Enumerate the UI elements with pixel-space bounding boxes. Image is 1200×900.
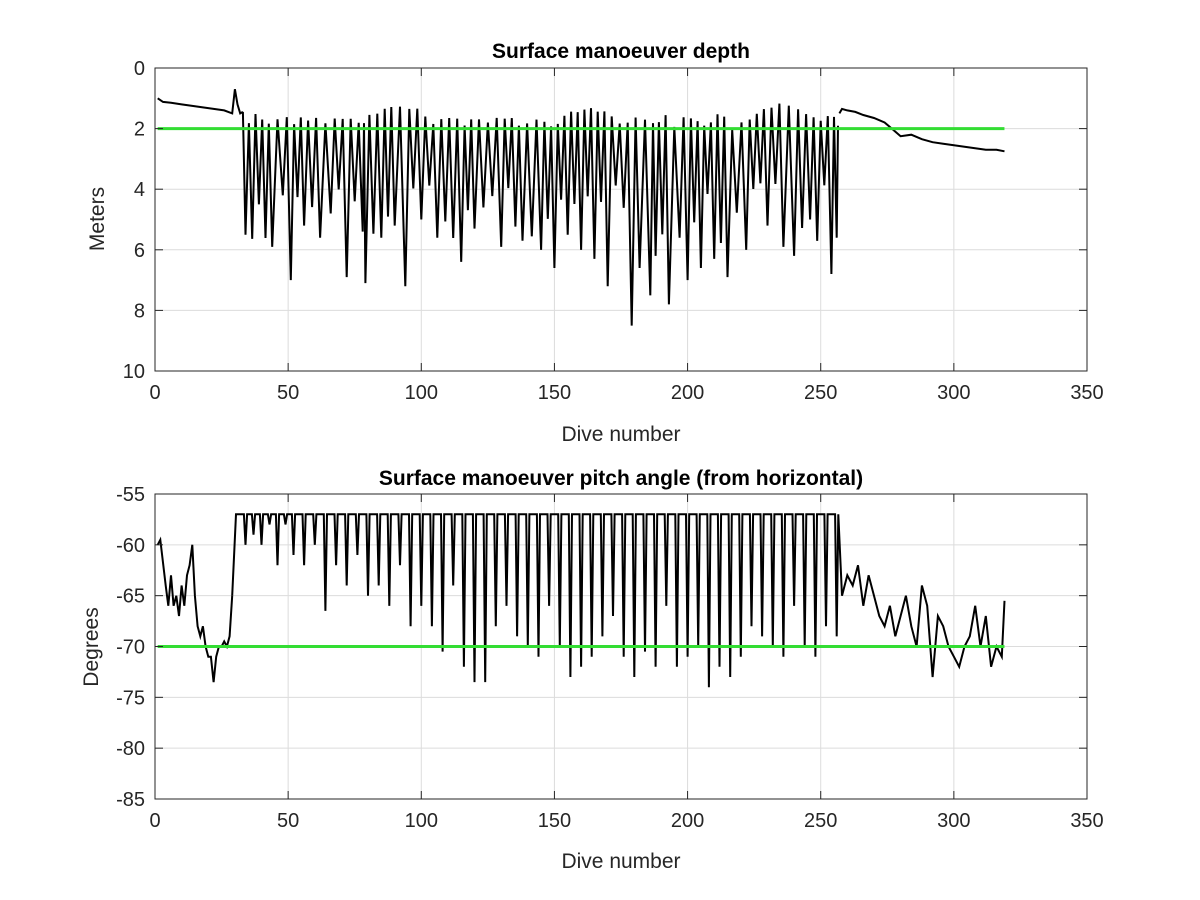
- depth-series-segment-end: [838, 107, 1005, 153]
- pitch-y-tick-label: -55: [116, 484, 145, 506]
- pitch-x-tick-label: 0: [149, 810, 160, 832]
- depth-y-tick-label: 10: [123, 361, 145, 383]
- pitch-y-tick-label: -70: [116, 637, 145, 659]
- depth-series-segment-start: [157, 89, 244, 115]
- depth-y-tick-label: 4: [134, 179, 145, 201]
- pitch-x-axis-label: Dive number: [561, 850, 680, 873]
- depth-y-tick-label: 8: [134, 300, 145, 322]
- depth-x-tick-label: 250: [804, 382, 837, 404]
- depth-y-axis-label: Meters: [86, 187, 109, 251]
- pitch-chart: 0 50 100 150 200 250 300 350 -55 -60 -65 -70 -75 -80 -…: [80, 467, 1104, 873]
- pitch-x-tick-label: 250: [804, 810, 837, 832]
- pitch-x-tick-label: 50: [277, 810, 299, 832]
- depth-x-tick-label: 0: [149, 382, 160, 404]
- pitch-series-segment-end: [841, 564, 1006, 678]
- pitch-chart-title: Surface manoeuver pitch angle (from hori…: [379, 467, 863, 490]
- depth-chart-title: Surface manoeuver depth: [492, 40, 750, 63]
- pitch-y-tick-label: -75: [116, 687, 145, 709]
- depth-x-tick-label: 200: [671, 382, 704, 404]
- pitch-y-tick-label: -80: [116, 738, 145, 760]
- pitch-y-tick-label: -60: [116, 535, 145, 557]
- pitch-x-tick-label: 300: [937, 810, 970, 832]
- pitch-y-axis-label: Degrees: [80, 607, 103, 686]
- depth-x-tick-label: 350: [1070, 382, 1103, 404]
- depth-x-tick-label: 300: [937, 382, 970, 404]
- depth-y-tick-label: 0: [134, 58, 145, 80]
- depth-x-tick-label: 50: [277, 382, 299, 404]
- pitch-y-tick-label: -85: [116, 789, 145, 811]
- pitch-ticks: 0 50 100 150 200 250 300 350 -55 -60 -65 -70 -75 -80 -…: [116, 484, 1104, 832]
- depth-plot-area: [155, 68, 1087, 371]
- depth-series-oscillation: [241, 103, 839, 326]
- depth-y-tick-label: 6: [134, 240, 145, 262]
- depth-chart: 0 50 100 150 200 250 300 350 0 2 4 6 8 10 Surface man…: [86, 40, 1104, 446]
- depth-ticks: 0 50 100 150 200 250 300 350 0 2 4 6 8 10: [123, 58, 1104, 404]
- pitch-x-tick-label: 150: [538, 810, 571, 832]
- pitch-series-layer: [156, 513, 1006, 688]
- depth-y-tick-label: 2: [134, 119, 145, 141]
- pitch-x-tick-label: 200: [671, 810, 704, 832]
- depth-x-axis-label: Dive number: [561, 423, 680, 446]
- pitch-y-tick-label: -65: [116, 586, 145, 608]
- pitch-x-tick-label: 350: [1070, 810, 1103, 832]
- depth-x-tick-label: 100: [405, 382, 438, 404]
- depth-series-layer: [157, 89, 1005, 326]
- depth-axes-box: [154, 67, 1088, 372]
- pitch-x-tick-label: 100: [405, 810, 438, 832]
- depth-x-tick-label: 150: [538, 382, 571, 404]
